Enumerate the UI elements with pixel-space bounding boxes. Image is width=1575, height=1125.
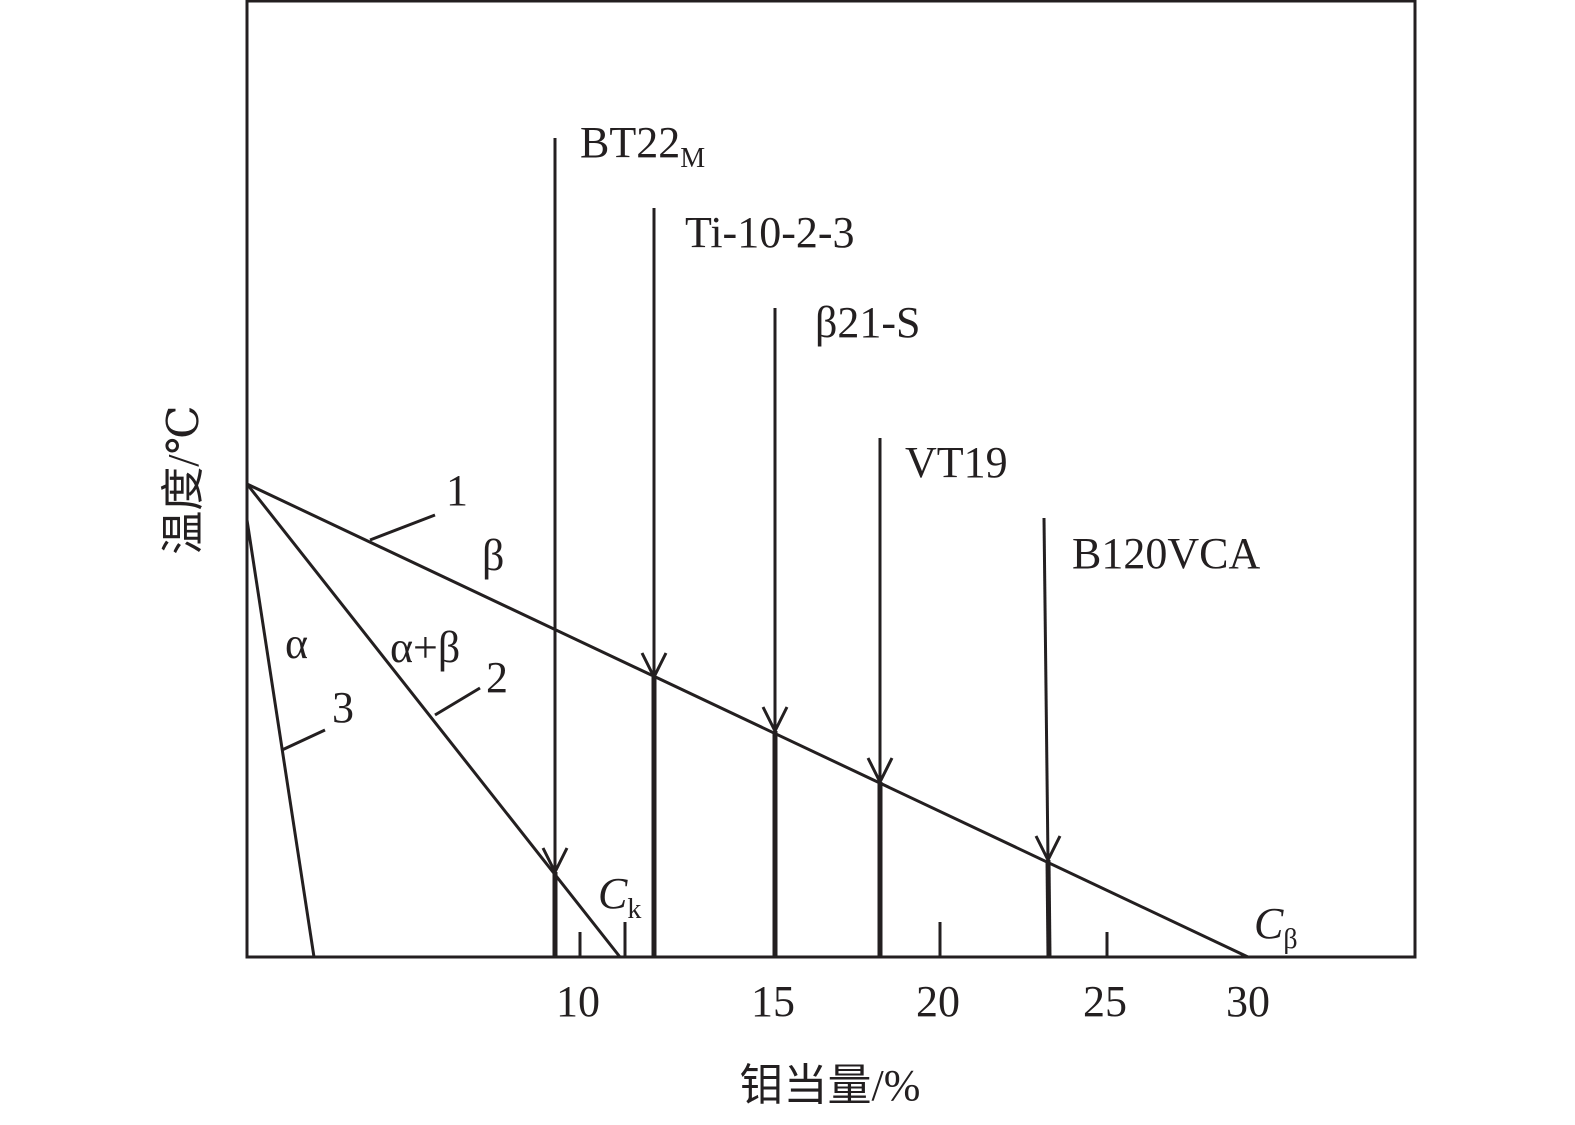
leader [281, 728, 326, 752]
curve-label: 3 [332, 683, 354, 732]
x-tick-label: 15 [751, 977, 795, 1026]
label-part: k [627, 894, 641, 925]
alloy-label: BT22M [580, 118, 705, 174]
tick-marks [578, 922, 1109, 957]
region-label: α+β [390, 623, 460, 672]
leader [434, 686, 481, 717]
x-tick-label: 20 [916, 977, 960, 1026]
label-part: C [1254, 899, 1284, 948]
alloy-label: B120VCA [1072, 529, 1260, 578]
label-part: β [1283, 924, 1297, 955]
x-tick-label: 25 [1083, 977, 1127, 1026]
x-tick-label: 10 [556, 977, 600, 1026]
region-label: β [482, 531, 504, 580]
line-2 [245, 483, 622, 958]
alloy-label: VT19 [905, 438, 1008, 487]
x-tick-label: 30 [1226, 977, 1270, 1026]
alloy-label: Ti-10-2-3 [685, 208, 855, 257]
alloy-label: β21-S [815, 298, 921, 347]
alloy-arrows [541, 138, 1062, 958]
region-label: α [285, 619, 308, 668]
label-part: M [680, 143, 705, 174]
line-3 [245, 519, 316, 958]
y-axis-label: 温度/℃ [159, 405, 208, 554]
point-label: Ck [598, 869, 641, 925]
point-label: Cβ [1254, 899, 1298, 955]
x-axis-label: 钼当量/% [740, 1061, 921, 1110]
label-part: C [598, 869, 628, 918]
leader [369, 513, 436, 542]
frame [245, 0, 1417, 959]
label-part: BT22 [580, 118, 680, 167]
beta-transus-line [246, 482, 1249, 959]
curve-label: 1 [446, 466, 468, 515]
curve-label: 2 [486, 653, 508, 702]
